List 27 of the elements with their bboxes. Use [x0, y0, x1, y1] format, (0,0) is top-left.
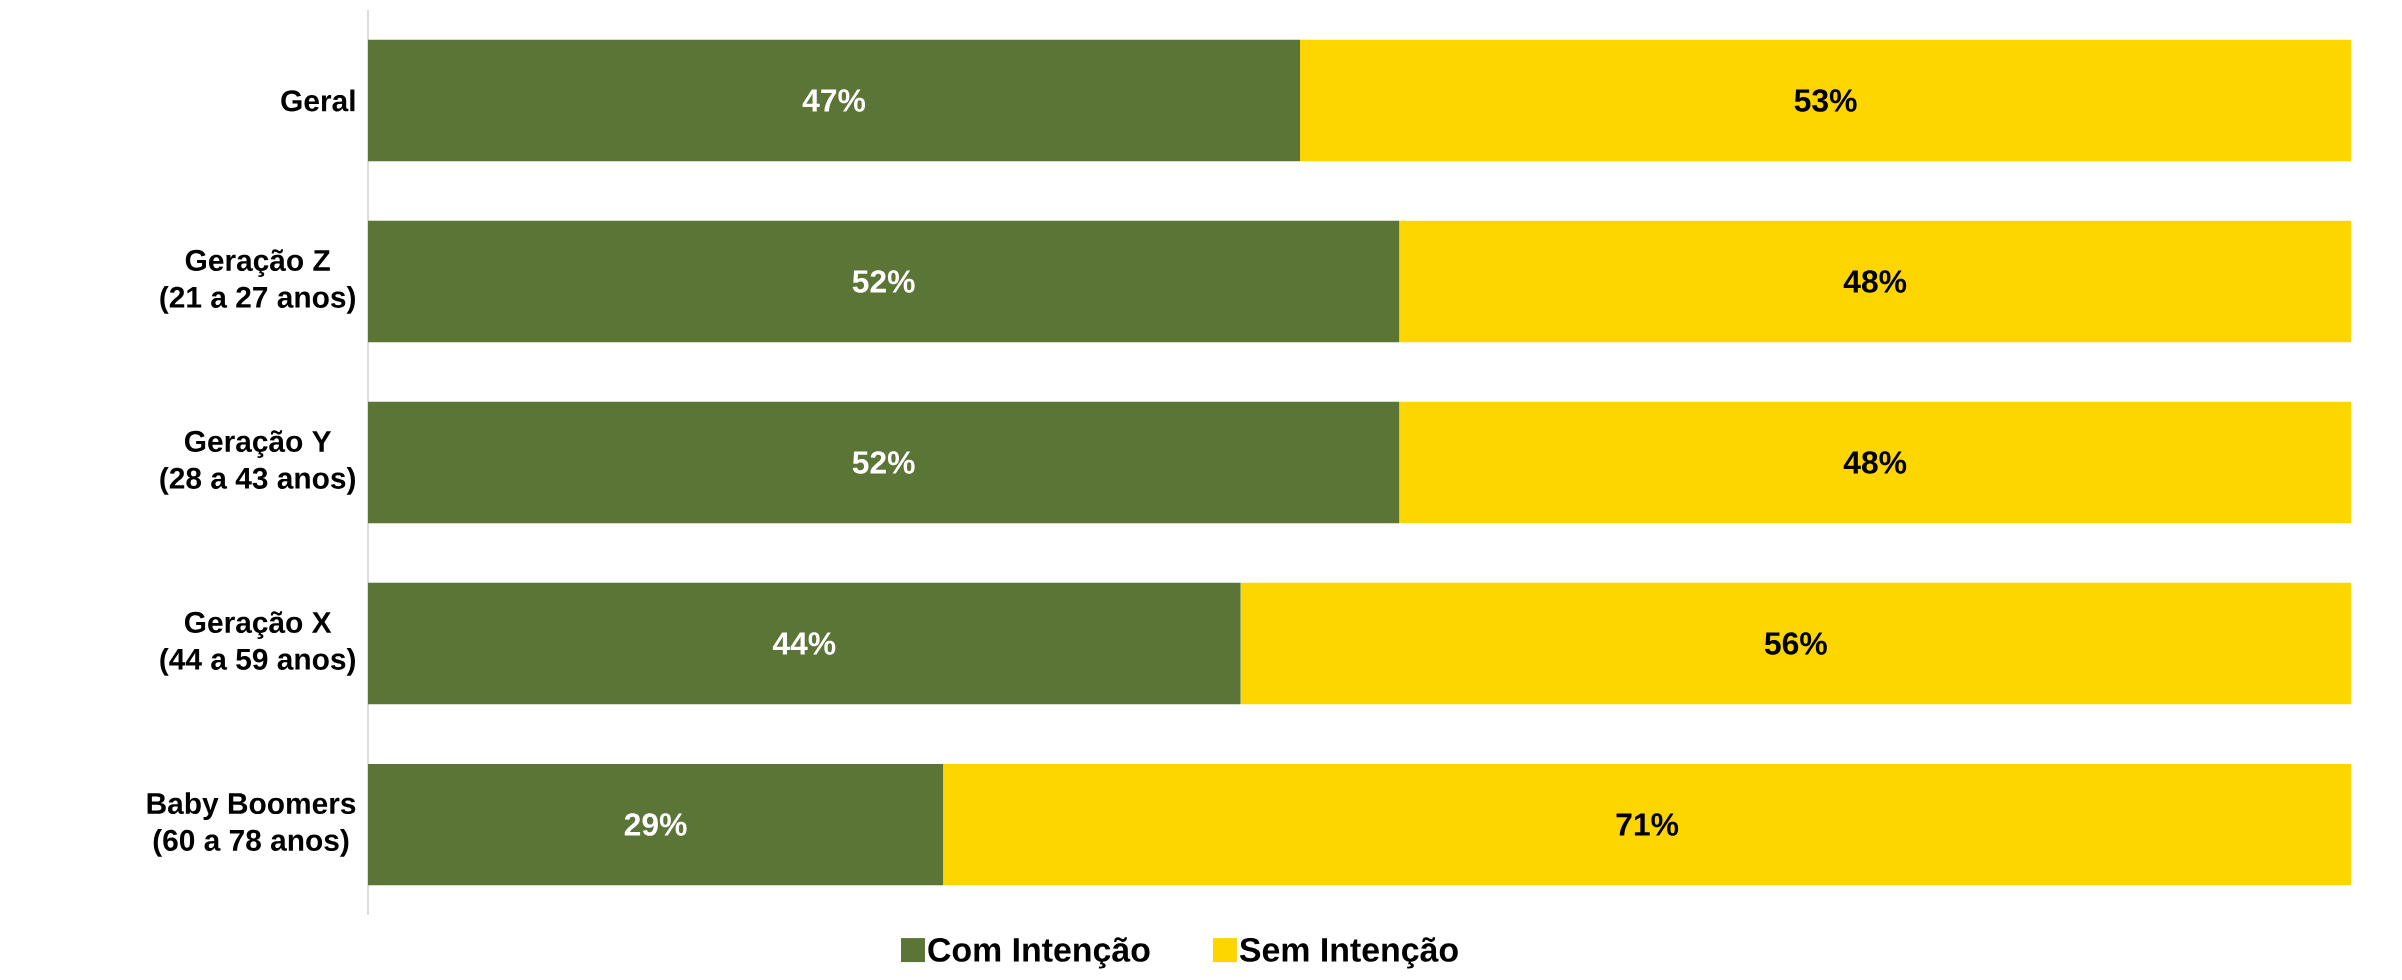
data-label: 48% — [1843, 270, 1907, 293]
y-tick-label: Geração X (44 a 59 anos) — [160, 611, 355, 676]
data-label: 56% — [1764, 632, 1827, 655]
data-label: 52% — [852, 270, 915, 293]
y-tick-label: Geração Z (21 a 27 anos) — [160, 249, 355, 314]
bar — [368, 763, 944, 886]
bar — [368, 220, 1400, 343]
y-tick-label: Geral — [281, 89, 355, 112]
bar — [368, 39, 1301, 162]
legend-label: Com Intenção — [928, 937, 1150, 969]
bar — [1240, 582, 2352, 705]
bar — [943, 763, 2352, 886]
y-tick-label: Geração Y (28 a 43 anos) — [160, 430, 355, 495]
bar — [1399, 220, 2352, 343]
data-label: 53% — [1794, 89, 1857, 112]
bar — [368, 401, 1400, 524]
bar — [1399, 401, 2352, 524]
data-label: 47% — [802, 89, 866, 112]
y-tick-label: Baby Boomers (60 a 78 anos) — [147, 792, 356, 857]
bar — [368, 582, 1241, 705]
data-label: 71% — [1616, 813, 1679, 836]
data-label: 52% — [852, 451, 915, 474]
bar — [1300, 39, 2352, 162]
data-label: 48% — [1843, 451, 1907, 474]
data-label: 44% — [772, 632, 836, 655]
legend-label: Sem Intenção — [1239, 937, 1458, 969]
data-label: 29% — [624, 813, 687, 836]
